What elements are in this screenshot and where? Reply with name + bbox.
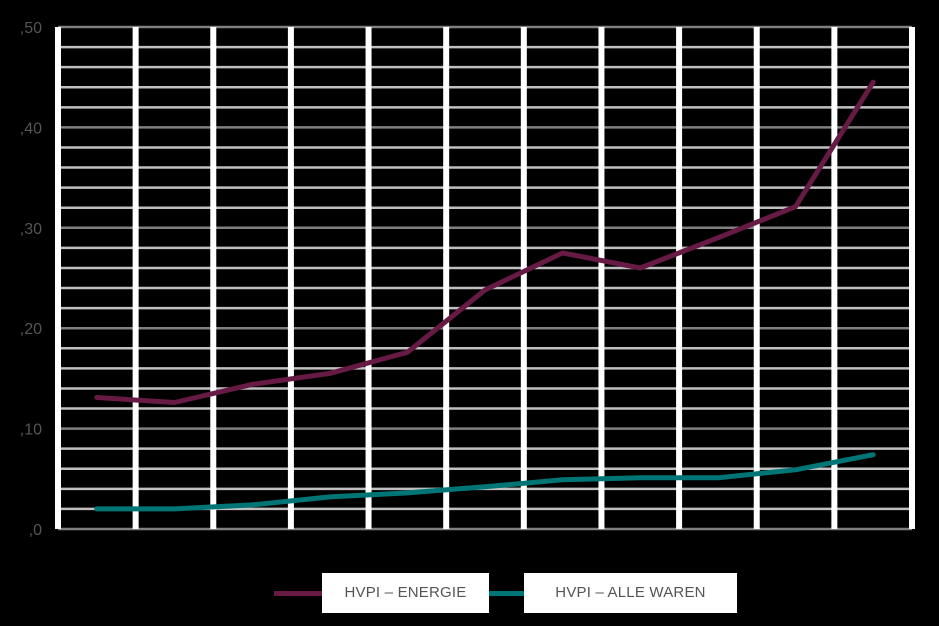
y-tick-label: ,50 [20,20,42,37]
column-divider [443,27,450,529]
column-divider [831,27,838,529]
column-divider [909,27,915,529]
column-divider [520,27,527,529]
column-divider [210,27,217,529]
legend: HVPI – ENERGIE HVPI – ALLE WAREN [0,573,939,613]
legend-swatch-alle-waren [489,591,525,596]
data-series [94,79,876,512]
legend-swatch-energie [274,591,324,596]
y-tick-label: ,20 [20,321,42,338]
legend-item-energie: HVPI – ENERGIE [322,573,489,613]
y-tick-label: ,30 [20,221,42,238]
y-tick-label: ,40 [20,120,42,137]
column-divider [132,27,139,529]
column-divider [676,27,683,529]
line-chart: ,0 ,10 ,20 ,30 ,40 ,50 [20,20,915,539]
vertical-column-dividers [55,27,915,529]
series-line-energie [94,79,876,405]
column-divider [365,27,372,529]
column-divider [55,27,61,529]
y-axis-tick-labels: ,0 ,10 ,20 ,30 ,40 ,50 [20,20,42,539]
column-divider [598,27,605,529]
legend-item-alle-waren: HVPI – ALLE WAREN [524,573,737,613]
column-divider [753,27,760,529]
series-line-alle-waren [94,452,876,512]
y-tick-label: ,0 [29,522,42,539]
y-tick-label: ,10 [20,422,42,439]
column-divider [287,27,294,529]
horizontal-gridlines [58,25,912,531]
